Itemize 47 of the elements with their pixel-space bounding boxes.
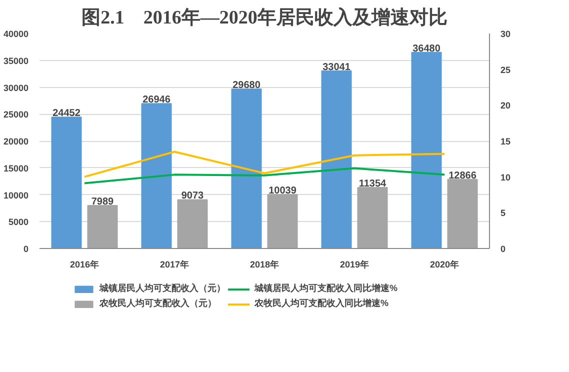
bar [231,88,262,248]
y-tick-label: 0 [23,244,29,254]
bar [87,205,118,248]
legend-label: 农牧民人均可支配收入同比增速% [254,297,388,310]
bar [177,199,208,248]
bar [357,186,388,248]
data-label: 26946 [142,94,171,106]
y-tick-label: 35000 [3,56,29,66]
bar [141,103,172,248]
x-tick-label: 2016年 [70,260,100,270]
x-tick-label: 2017年 [160,260,190,270]
y-tick-label: 10000 [3,190,29,200]
legend-label: 城镇居民人均可支配收入同比增速% [254,282,398,295]
data-label: 36480 [412,43,441,54]
y2-tick-label: 10 [500,172,511,182]
bar [321,70,352,248]
bar [411,52,442,248]
data-label: 10039 [268,186,297,197]
data-label: 33041 [322,62,351,73]
y2-tick-label: 25 [500,64,511,75]
legend-label: 农牧民人均可支配收入（元） [99,297,216,310]
bar [267,194,298,248]
y-tick-label: 20000 [3,136,29,146]
chart-title: 图2.1 2016年—2020年居民收入及增速对比 [82,6,448,28]
y-tick-label: 25000 [3,110,29,120]
y-tick-label: 30000 [3,82,29,93]
y2-tick-label: 5 [500,208,506,218]
legend-label: 城镇居民人均可支配收入（元） [99,282,226,295]
data-label: 24452 [52,108,81,120]
y2-tick-label: 0 [500,244,506,254]
y-tick-label: 5000 [8,217,29,228]
data-label: 7989 [91,196,114,208]
x-tick-label: 2020年 [430,260,460,270]
bar [51,116,82,248]
y-tick-label: 40000 [3,29,29,39]
bar [447,178,478,248]
y2-tick-label: 30 [500,29,511,39]
y2-tick-label: 15 [500,136,511,146]
data-label: 12866 [448,170,477,182]
x-tick-label: 2019年 [340,260,370,270]
data-label: 9073 [181,190,204,202]
x-tick-label: 2018年 [250,260,280,270]
line-series [84,150,446,178]
y2-tick-label: 20 [500,100,511,111]
data-label: 11354 [358,178,387,190]
y-tick-label: 15000 [3,163,29,174]
data-label: 29680 [232,80,261,91]
